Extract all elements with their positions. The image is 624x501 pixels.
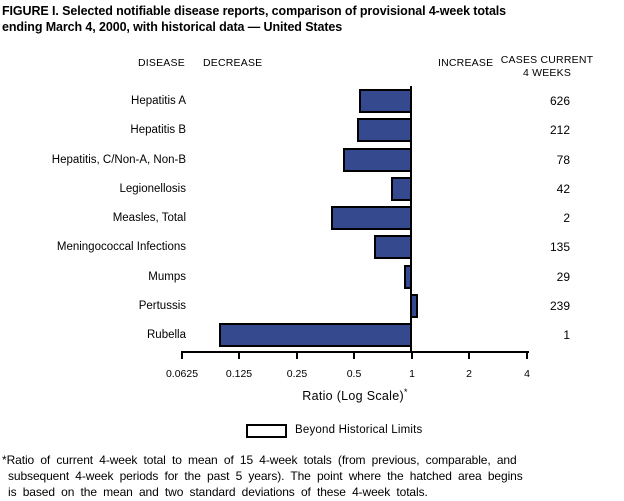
footnote: *Ratio of current 4-week total to mean o… (2, 452, 623, 500)
ratio-bar (359, 89, 412, 113)
column-header-increase: INCREASE (438, 57, 494, 69)
cases-value: 212 (549, 123, 570, 137)
x-axis-label: Ratio (Log Scale)* (182, 387, 528, 403)
x-axis-label-text: Ratio (Log Scale) (302, 389, 404, 404)
figure-title-line2: ending March 4, 2000, with historical da… (2, 20, 343, 34)
disease-label: Measles, Total (112, 212, 186, 224)
x-axis-tick (353, 351, 355, 359)
x-axis-tick (181, 351, 183, 359)
ratio-bar (391, 177, 412, 201)
footnote-line3: is based on the mean and two standard de… (8, 485, 428, 499)
disease-label: Pertussis (138, 300, 186, 312)
x-axis-tick (238, 351, 240, 359)
x-axis-tick (411, 351, 413, 359)
ratio-bar (404, 265, 412, 289)
legend-label: Beyond Historical Limits (295, 424, 423, 436)
x-axis-tick-label: 4 (524, 368, 530, 380)
disease-label: Meningococcal Infections (56, 241, 186, 253)
column-header-cases-line1: CASES CURRENT (500, 54, 594, 66)
footnote-marker: * (403, 387, 408, 397)
x-axis-tick-label: 1 (409, 368, 415, 380)
x-axis-tick-label: 0.0625 (165, 368, 199, 380)
x-axis-tick (526, 351, 528, 359)
x-axis-tick-label: 2 (466, 368, 472, 380)
figure-title: FIGURE I. Selected notifiable disease re… (2, 3, 623, 35)
disease-label: Hepatitis A (131, 95, 186, 107)
x-axis-tick-label: 0.25 (286, 368, 308, 380)
ratio-bar (357, 118, 412, 142)
cases-value: 1 (563, 328, 570, 342)
x-axis-tick-label: 0.125 (225, 368, 253, 380)
cases-value: 239 (549, 299, 570, 313)
ratio-bar (343, 148, 412, 172)
ratio-bar (410, 294, 418, 318)
ratio-bar (374, 235, 412, 259)
disease-label: Mumps (148, 271, 186, 283)
x-axis-tick (468, 351, 470, 359)
column-header-cases: CASES CURRENT 4 WEEKS (494, 54, 600, 80)
disease-label: Legionellosis (119, 183, 187, 195)
footnote-line1: *Ratio of current 4-week total to mean o… (2, 453, 517, 467)
x-axis-tick (296, 351, 298, 359)
cases-value: 42 (556, 182, 570, 196)
x-axis-line (181, 351, 529, 353)
cases-value: 626 (549, 94, 570, 108)
column-header-disease: DISEASE (138, 57, 185, 69)
cases-value: 2 (563, 211, 570, 225)
figure-title-line1: FIGURE I. Selected notifiable disease re… (2, 4, 507, 18)
ratio-bar (219, 323, 412, 347)
disease-label: Hepatitis, C/Non-A, Non-B (51, 154, 186, 166)
cases-value: 78 (556, 153, 570, 167)
cases-value: 29 (556, 270, 570, 284)
disease-label: Hepatitis B (130, 124, 186, 136)
cases-value: 135 (549, 240, 570, 254)
footnote-line2: subsequent 4-week periods for the past 5… (8, 469, 523, 483)
ratio-bar (331, 206, 412, 230)
disease-label: Rubella (147, 329, 186, 341)
legend-swatch-beyond-limits (246, 424, 287, 438)
column-header-decrease: DECREASE (203, 57, 263, 69)
column-header-cases-line2: 4 WEEKS (522, 67, 572, 79)
x-axis-tick-label: 0.5 (346, 368, 362, 380)
